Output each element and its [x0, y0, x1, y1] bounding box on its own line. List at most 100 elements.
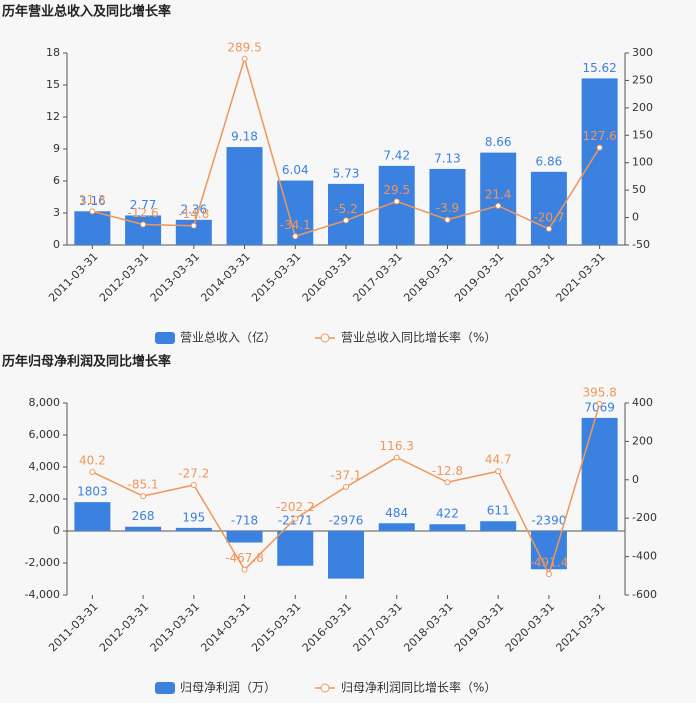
bar	[581, 78, 618, 246]
x-tick-label: 2018-03-31	[401, 250, 455, 304]
line-point	[343, 483, 349, 490]
line-point	[393, 454, 400, 461]
line-point	[444, 479, 451, 486]
line-label: -5.2	[334, 202, 357, 216]
bar	[125, 215, 162, 245]
bar-label: 2.77	[130, 198, 157, 212]
legend-swatch	[155, 682, 175, 694]
legend-swatch	[320, 683, 330, 693]
line-point	[292, 515, 299, 522]
bar-label: 9.18	[231, 130, 258, 144]
y2-tick-label: -400	[632, 550, 657, 563]
line-point	[596, 144, 603, 151]
line-label: -34.1	[280, 218, 311, 232]
bar	[125, 526, 162, 531]
y2-tick-label: 200	[632, 434, 653, 447]
y2-tick-label: 150	[632, 128, 653, 141]
bar-label: 611	[487, 504, 510, 518]
x-tick-label: 2016-03-31	[300, 600, 354, 654]
y-tick-label: 0	[53, 524, 60, 537]
y-tick-label: 0	[53, 238, 60, 251]
bar	[328, 183, 364, 245]
line-point	[393, 198, 400, 205]
bar-label: 5.73	[333, 166, 360, 180]
x-tick-label: 2015-03-31	[249, 600, 303, 654]
legend-swatch	[155, 332, 175, 344]
y2-tick-label: 250	[632, 73, 653, 86]
line-point	[89, 208, 96, 215]
y-tick-label: 4,000	[29, 460, 61, 473]
y2-tick-label: -50	[632, 238, 650, 251]
line-label: -467.8	[225, 551, 264, 565]
line-point	[292, 233, 299, 240]
x-tick-label: 2021-03-31	[553, 600, 607, 654]
x-tick-label: 2011-03-31	[46, 600, 100, 654]
line-label: -27.2	[178, 467, 209, 481]
y2-tick-label: 300	[632, 46, 653, 59]
legend-label: 营业总收入同比增长率（%）	[341, 330, 496, 345]
line-point	[190, 222, 197, 229]
line-label: -85.1	[128, 478, 159, 492]
bar-label: 15.62	[582, 61, 616, 75]
y2-tick-label: 200	[632, 101, 653, 114]
bar-label: 6.04	[282, 163, 309, 177]
y-tick-label: 18	[46, 46, 60, 59]
bar	[277, 531, 314, 566]
line-label: -3.9	[436, 201, 459, 215]
y-tick-label: 9	[53, 142, 60, 155]
bar-label: 195	[182, 510, 205, 524]
line-point	[343, 217, 349, 224]
y-tick-label: 8,000	[29, 396, 61, 409]
legend-label: 归母净利润（万）	[180, 681, 276, 695]
bar	[175, 527, 212, 531]
line-label: -202.2	[276, 500, 315, 514]
x-tick-label: 2013-03-31	[148, 600, 202, 654]
y-tick-label: 3	[53, 206, 60, 219]
bar	[429, 524, 466, 531]
y-tick-label: 6,000	[29, 428, 61, 441]
line-label: 289.5	[227, 40, 261, 54]
y2-tick-label: -600	[632, 588, 657, 601]
y2-tick-label: -200	[632, 511, 657, 524]
bar-label: 268	[132, 509, 155, 523]
bar	[74, 502, 111, 531]
line-label: 40.2	[79, 454, 106, 468]
line-label: -14.8	[178, 207, 209, 221]
y-tick-label: 12	[46, 110, 60, 123]
x-tick-label: 2014-03-31	[198, 250, 252, 304]
y-tick-label: 2,000	[29, 492, 61, 505]
y-tick-label: 15	[46, 78, 60, 91]
line-point	[89, 469, 96, 476]
line-label: -37.1	[330, 468, 361, 482]
legend-swatch	[320, 333, 330, 343]
x-tick-label: 2016-03-31	[300, 250, 354, 304]
y-tick-label: -4,000	[25, 588, 60, 601]
bar-label: -2976	[329, 514, 364, 528]
bar-label: 484	[385, 506, 408, 520]
line-label: 127.6	[582, 129, 616, 143]
chart-title: 历年营业总收入及同比增长率	[2, 4, 171, 20]
x-tick-label: 2015-03-31	[249, 250, 303, 304]
line-label: 116.3	[380, 439, 414, 453]
bar-label: -718	[231, 514, 258, 528]
chart-title: 历年归母净利润及同比增长率	[2, 354, 171, 370]
legend-label: 归母净利润同比增长率（%）	[341, 680, 496, 695]
bar-label: -2390	[531, 514, 566, 528]
x-tick-label: 2020-03-31	[503, 600, 557, 654]
bar	[480, 521, 517, 531]
line-label: 21.4	[485, 187, 512, 201]
x-tick-label: 2017-03-31	[351, 250, 405, 304]
line-label: 29.5	[383, 183, 410, 197]
line-point	[190, 482, 197, 489]
bar	[429, 168, 466, 245]
line-point	[140, 493, 147, 500]
bar-label: 1803	[77, 485, 108, 499]
bar-label: 7069	[584, 400, 615, 414]
y2-tick-label: 100	[632, 156, 653, 169]
y-tick-label: -2,000	[25, 556, 60, 569]
x-tick-label: 2012-03-31	[97, 250, 151, 304]
bar-label: 7.42	[383, 148, 410, 162]
bar	[74, 211, 111, 245]
bar-label: 3.16	[79, 194, 106, 208]
